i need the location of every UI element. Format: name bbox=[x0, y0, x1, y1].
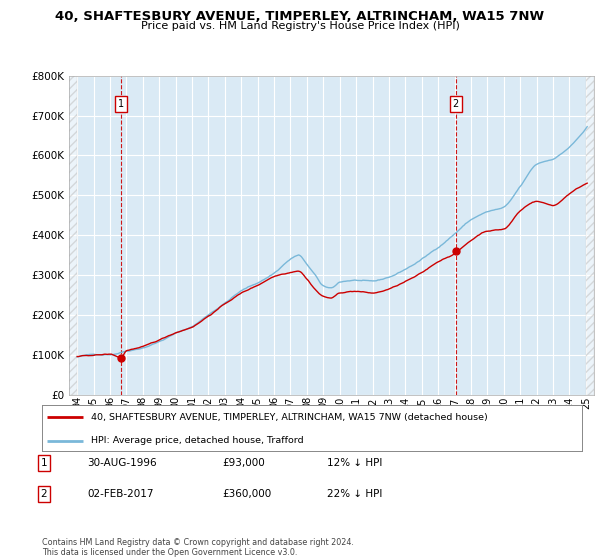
Text: 40, SHAFTESBURY AVENUE, TIMPERLEY, ALTRINCHAM, WA15 7NW (detached house): 40, SHAFTESBURY AVENUE, TIMPERLEY, ALTRI… bbox=[91, 413, 487, 422]
Text: HPI: Average price, detached house, Trafford: HPI: Average price, detached house, Traf… bbox=[91, 436, 303, 445]
Text: 22% ↓ HPI: 22% ↓ HPI bbox=[327, 489, 382, 499]
Text: £93,000: £93,000 bbox=[222, 458, 265, 468]
Text: Price paid vs. HM Land Registry's House Price Index (HPI): Price paid vs. HM Land Registry's House … bbox=[140, 21, 460, 31]
Text: 40, SHAFTESBURY AVENUE, TIMPERLEY, ALTRINCHAM, WA15 7NW: 40, SHAFTESBURY AVENUE, TIMPERLEY, ALTRI… bbox=[55, 10, 545, 23]
Text: 2: 2 bbox=[40, 489, 47, 499]
Text: 1: 1 bbox=[118, 99, 124, 109]
Text: 02-FEB-2017: 02-FEB-2017 bbox=[87, 489, 154, 499]
Text: Contains HM Land Registry data © Crown copyright and database right 2024.
This d: Contains HM Land Registry data © Crown c… bbox=[42, 538, 354, 557]
Text: £360,000: £360,000 bbox=[222, 489, 271, 499]
Text: 12% ↓ HPI: 12% ↓ HPI bbox=[327, 458, 382, 468]
Text: 1: 1 bbox=[40, 458, 47, 468]
Text: 30-AUG-1996: 30-AUG-1996 bbox=[87, 458, 157, 468]
Text: 2: 2 bbox=[453, 99, 459, 109]
